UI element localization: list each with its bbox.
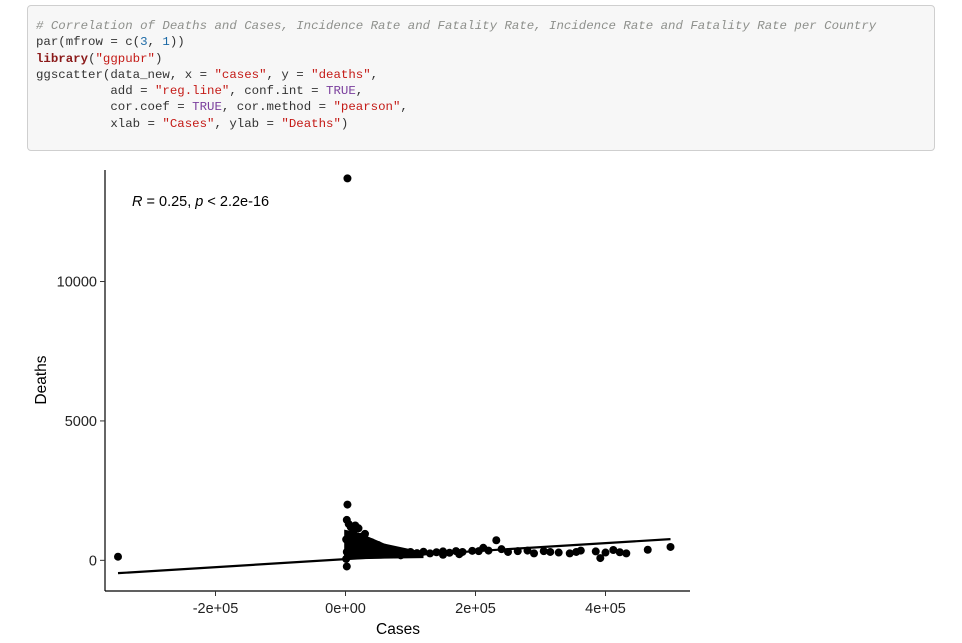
- x-axis-title: Cases: [376, 621, 420, 638]
- code-token: , conf.int =: [229, 84, 327, 99]
- code-token: ): [340, 116, 349, 131]
- code-token: (: [88, 51, 96, 66]
- data-point: [596, 554, 605, 563]
- data-point: [343, 174, 352, 183]
- annotation-r-value: = 0.25,: [142, 194, 195, 210]
- data-point: [601, 548, 610, 557]
- code-line: add = "reg.line", conf.int = TRUE,: [36, 83, 934, 99]
- x-tick-label: -2e+05: [193, 601, 239, 617]
- code-token: par(mfrow = c(: [36, 35, 141, 50]
- code-line: xlab = "Cases", ylab = "Deaths"): [36, 116, 934, 132]
- data-point: [546, 547, 555, 556]
- data-points: [114, 174, 675, 571]
- code-token: , cor.method =: [221, 100, 334, 115]
- code-line: cor.coef = TRUE, cor.method = "pearson",: [36, 99, 934, 115]
- data-point: [622, 549, 631, 558]
- data-point: [539, 547, 548, 556]
- code-token: , ylab =: [214, 116, 282, 131]
- data-point: [576, 546, 585, 555]
- x-tick-label: 2e+05: [455, 601, 496, 617]
- code-token: ,: [370, 67, 379, 82]
- code-chunk: # Correlation of Deaths and Cases, Incid…: [27, 5, 935, 151]
- annotation-p-value: < 2.2e-16: [203, 194, 269, 210]
- code-token: # Correlation of Deaths and Cases, Incid…: [36, 19, 877, 33]
- y-tick-label: 5000: [65, 414, 97, 430]
- data-point: [666, 542, 675, 551]
- code-token: 3: [140, 35, 148, 50]
- code-token: "ggpubr": [95, 51, 156, 66]
- data-point: [343, 500, 352, 509]
- code-token: add =: [36, 84, 155, 99]
- code-token: "Cases": [162, 116, 215, 131]
- code-token: "pearson": [333, 100, 401, 115]
- code-token: cor.coef =: [36, 100, 193, 115]
- code-line: library("ggpubr"): [36, 51, 934, 67]
- dense-point-cluster: [344, 529, 424, 560]
- code-token: TRUE: [326, 84, 356, 99]
- regression-line: [117, 538, 671, 575]
- code-token: ,: [400, 100, 408, 115]
- annotation-r: R: [132, 194, 143, 210]
- code-token: "Deaths": [281, 116, 341, 131]
- scatter-plot: -2e+05 0e+00 2e+05 4e+05 0 5000 10000 R = 0.2…: [33, 170, 690, 638]
- y-tick-label: 10000: [57, 275, 97, 291]
- data-point: [554, 548, 563, 557]
- correlation-annotation: R = 0.25, p < 2.2e-16: [132, 194, 269, 210]
- code-token: ggscatter(data_new, x =: [36, 67, 215, 82]
- code-token: "deaths": [311, 67, 371, 82]
- data-point: [609, 546, 618, 555]
- annotation-p: p: [194, 194, 203, 210]
- data-point: [114, 552, 122, 561]
- code-token: ,: [147, 35, 163, 50]
- data-point: [492, 536, 501, 545]
- data-point: [615, 548, 624, 557]
- y-axis: 0 5000 10000: [57, 170, 106, 591]
- y-axis-title: Deaths: [33, 355, 50, 404]
- code-token: ): [155, 51, 163, 66]
- x-tick-label: 0e+00: [325, 601, 366, 617]
- data-point: [342, 562, 351, 571]
- data-point: [565, 549, 574, 558]
- code-token: , y =: [266, 67, 312, 82]
- code-token: )): [169, 35, 185, 50]
- data-point: [591, 547, 600, 556]
- code-token: "cases": [214, 67, 267, 82]
- code-token: TRUE: [192, 100, 222, 115]
- y-tick-label: 0: [89, 553, 97, 569]
- x-tick-label: 4e+05: [585, 601, 626, 617]
- code-token: 1: [162, 35, 170, 50]
- code-line: # Correlation of Deaths and Cases, Incid…: [36, 18, 934, 34]
- code-token: library: [36, 51, 89, 66]
- data-point: [643, 545, 652, 554]
- code-token: ,: [355, 84, 364, 99]
- code-token: "reg.line": [154, 84, 230, 99]
- code-token: xlab =: [36, 116, 163, 131]
- data-point: [530, 549, 538, 558]
- code-line: par(mfrow = c(3, 1)): [36, 34, 934, 50]
- x-axis: -2e+05 0e+00 2e+05 4e+05: [105, 590, 690, 617]
- code-line: ggscatter(data_new, x = "cases", y = "de…: [36, 67, 934, 83]
